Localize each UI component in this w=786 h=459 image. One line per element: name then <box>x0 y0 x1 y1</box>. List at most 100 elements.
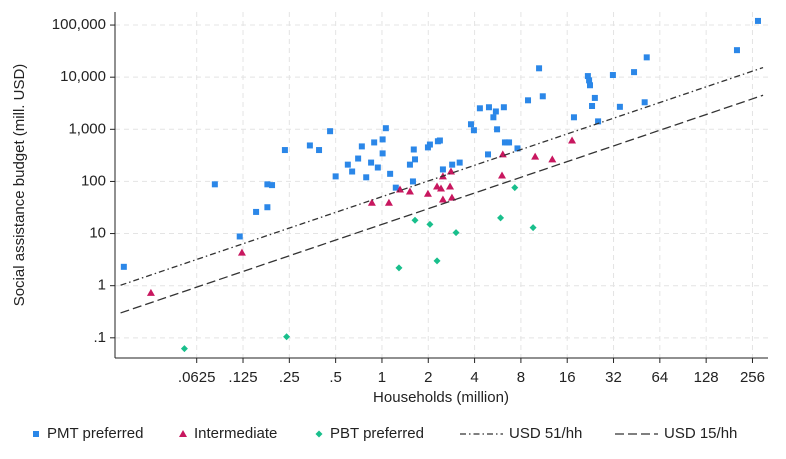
point <box>264 204 271 211</box>
point <box>371 139 378 146</box>
x-tick-label: 32 <box>605 369 622 386</box>
point <box>589 102 596 109</box>
point <box>327 128 334 135</box>
point <box>180 345 188 353</box>
point <box>641 99 648 106</box>
point <box>467 121 474 128</box>
point <box>470 127 477 134</box>
point <box>539 93 546 100</box>
point <box>506 139 513 146</box>
point <box>485 104 492 111</box>
point <box>384 198 393 206</box>
point <box>379 150 386 157</box>
point <box>754 17 761 24</box>
point <box>586 77 593 84</box>
point <box>497 214 505 222</box>
point <box>392 184 399 191</box>
point <box>492 108 499 115</box>
point <box>609 72 616 79</box>
point <box>426 141 433 148</box>
point <box>382 125 389 132</box>
point <box>264 181 271 188</box>
legend-marker <box>179 430 187 437</box>
point <box>586 82 593 89</box>
point <box>395 264 403 272</box>
legend-label: USD 51/hh <box>509 425 582 442</box>
legend-label: PMT preferred <box>47 425 143 442</box>
point <box>412 156 419 163</box>
point <box>631 69 638 76</box>
point <box>568 136 577 144</box>
point <box>269 182 276 189</box>
point <box>411 216 419 224</box>
x-tick-label: 16 <box>559 369 576 386</box>
x-tick-label: 256 <box>740 369 765 386</box>
y-tick-label: 100,000 <box>52 16 106 33</box>
point <box>591 94 598 101</box>
point <box>436 137 443 144</box>
point <box>437 184 446 192</box>
legend-marker <box>33 431 39 437</box>
x-axis-title: Households (million) <box>373 389 509 406</box>
x-tick-label: 4 <box>470 369 478 386</box>
point <box>433 257 441 265</box>
point <box>514 145 521 152</box>
x-tick-label: 8 <box>517 369 525 386</box>
y-tick-label: 10 <box>89 225 106 242</box>
point <box>409 178 416 185</box>
point <box>283 333 291 341</box>
point <box>456 159 463 166</box>
point <box>423 189 432 197</box>
legend-marker <box>315 430 323 438</box>
point <box>363 174 370 181</box>
x-tick-label: 1 <box>378 369 386 386</box>
legend-label: USD 15/hh <box>664 425 737 442</box>
point <box>387 170 394 177</box>
point <box>490 114 497 121</box>
point <box>405 187 414 195</box>
y-tick-label: .1 <box>93 329 106 346</box>
reference-line <box>120 94 764 314</box>
point <box>355 155 362 162</box>
point <box>570 114 577 121</box>
point <box>733 47 740 54</box>
x-tick-label: 64 <box>651 369 668 386</box>
y-tick-label: 1,000 <box>68 120 106 137</box>
point <box>236 233 243 240</box>
point <box>349 168 356 175</box>
point <box>379 136 386 143</box>
point <box>146 288 155 296</box>
point <box>211 181 218 188</box>
point <box>548 155 557 163</box>
point <box>447 193 456 201</box>
point <box>306 142 313 149</box>
legend-label: PBT preferred <box>330 425 424 442</box>
x-tick-label: 2 <box>424 369 432 386</box>
y-tick-label: 10,000 <box>60 68 106 85</box>
point <box>439 166 446 173</box>
point <box>485 151 492 158</box>
point <box>476 105 483 112</box>
point <box>368 159 375 166</box>
x-tick-label: 128 <box>694 369 719 386</box>
point <box>446 167 455 175</box>
point <box>433 182 442 190</box>
point <box>426 220 434 228</box>
point <box>237 248 246 256</box>
x-tick-label: .5 <box>329 369 342 386</box>
point <box>494 126 501 133</box>
point <box>374 164 381 171</box>
point <box>536 65 543 72</box>
point <box>406 161 413 168</box>
point <box>643 54 650 61</box>
point <box>344 161 351 168</box>
point <box>316 147 323 154</box>
point <box>410 146 417 153</box>
point <box>281 147 288 154</box>
point <box>358 143 365 150</box>
point <box>584 73 591 80</box>
x-tick-label: .125 <box>228 369 257 386</box>
point <box>525 97 532 104</box>
y-tick-label: 100 <box>81 172 106 189</box>
